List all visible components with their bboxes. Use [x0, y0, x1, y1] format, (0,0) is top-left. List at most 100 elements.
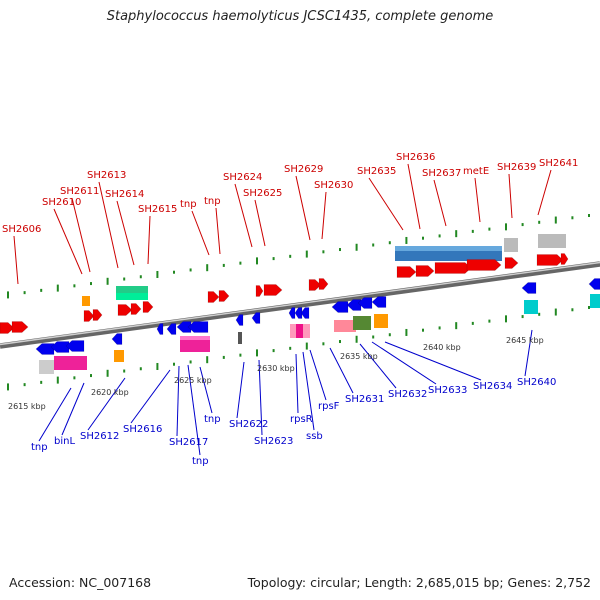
track-tick	[173, 270, 175, 274]
bottom-leader-line	[176, 365, 180, 437]
bottom-leader-line	[384, 341, 482, 381]
feature-bar	[238, 332, 242, 344]
label-leader-lines	[13, 163, 552, 456]
track-tick	[538, 312, 541, 316]
track-tick	[239, 261, 242, 265]
top-gene-label: SH2629	[284, 164, 323, 175]
track-tick	[289, 346, 292, 350]
bottom-leader-line	[130, 369, 171, 424]
feature-bar	[504, 238, 518, 252]
track-tick	[355, 335, 358, 343]
track-tick	[56, 284, 59, 292]
top-gene-label: SH2637	[422, 168, 461, 179]
feature-bar	[82, 296, 90, 306]
bottom-gene-label: SH2640	[517, 377, 556, 388]
kbp-scale-label: 2615 kbp	[8, 402, 46, 411]
track-tick	[189, 268, 192, 272]
bottom-leader-line	[61, 382, 85, 436]
forward-gene-arrow	[130, 303, 142, 315]
bottom-gene-label: SH2616	[123, 424, 162, 435]
reverse-gene-arrow	[111, 333, 123, 345]
kbp-scale-label: 2635 kbp	[340, 352, 378, 361]
bottom-leader-line	[329, 347, 354, 394]
top-leader-line	[508, 173, 513, 219]
bottom-leader-line	[38, 387, 72, 442]
reverse-gene-arrow	[50, 341, 70, 353]
top-leader-line	[433, 179, 447, 227]
forward-gene-arrow	[308, 279, 322, 291]
forward-gene-arrow	[415, 265, 435, 277]
reverse-gene-arrow	[357, 297, 373, 309]
track-tick	[156, 270, 159, 278]
track-tick	[372, 335, 375, 339]
forward-gene-arrow	[536, 254, 564, 266]
track-tick	[388, 333, 391, 337]
track-tick	[588, 306, 590, 310]
feature-bar	[180, 336, 210, 340]
track-tick	[554, 308, 557, 316]
forward-gene-arrow	[396, 266, 417, 278]
forward-gene-arrow	[560, 253, 569, 265]
forward-gene-arrow	[117, 304, 133, 316]
accession-text: Accession: NC_007168	[9, 575, 152, 590]
top-leader-line	[98, 181, 119, 269]
track-tick	[455, 322, 458, 330]
kbp-scale-label: 2645 kbp	[506, 336, 544, 345]
track-tick	[90, 282, 92, 286]
feature-bar	[590, 294, 600, 308]
feature-bar	[180, 338, 210, 352]
bottom-leader-line	[309, 349, 327, 401]
feature-bar	[353, 316, 371, 330]
reverse-gene-arrow	[187, 321, 209, 333]
bottom-gene-label: binL	[54, 436, 75, 447]
track-tick	[7, 291, 9, 299]
track-tick	[305, 342, 308, 350]
track-tick	[355, 243, 358, 251]
bottom-gene-label: SH2612	[80, 431, 119, 442]
bottom-leader-line	[302, 351, 315, 431]
reverse-gene-arrow	[588, 278, 600, 290]
reverse-gene-arrow	[521, 282, 537, 294]
top-gene-label: SH2624	[223, 172, 262, 183]
bottom-gene-label: SH2623	[254, 436, 293, 447]
track-tick	[139, 367, 142, 371]
kbp-scale-label: 2620 kbp	[91, 388, 129, 397]
feature-bars	[39, 234, 600, 374]
kbp-scale-label: 2625 kbp	[174, 376, 212, 385]
track-tick	[222, 355, 225, 359]
track-tick	[488, 227, 491, 231]
forward-gene-arrow	[207, 291, 220, 303]
feature-bar	[116, 286, 148, 294]
top-gene-label: tnp	[180, 199, 197, 210]
top-gene-label: SH2636	[396, 152, 435, 163]
top-leader-line	[295, 175, 311, 241]
track-tick	[173, 362, 175, 366]
bottom-gene-label: rpsF	[318, 401, 340, 412]
top-gene-label: SH2611	[60, 186, 99, 197]
top-leader-line	[537, 169, 552, 216]
top-gene-label: SH2625	[243, 188, 282, 199]
bottom-gene-label: tnp	[204, 414, 221, 425]
track-tick	[505, 223, 507, 231]
bottom-leader-line	[236, 361, 245, 419]
track-tick	[206, 264, 209, 272]
genome-summary-text: Topology: circular; Length: 2,685,015 bp…	[247, 575, 591, 590]
track-tick	[339, 340, 341, 344]
reverse-gene-arrow	[294, 307, 303, 319]
track-tick	[588, 214, 590, 218]
track-tick	[322, 250, 325, 254]
genome-axis-line	[0, 261, 600, 349]
track-tick	[571, 308, 574, 312]
track-tick	[139, 275, 142, 279]
track-tick	[505, 315, 507, 323]
feature-bar	[395, 246, 502, 251]
track-tick	[7, 383, 9, 391]
track-tick	[455, 230, 458, 238]
track-tick	[106, 277, 109, 285]
track-tick	[405, 236, 408, 244]
feature-bar	[334, 320, 356, 332]
forward-gene-arrow	[318, 278, 329, 290]
bottom-leader-line	[199, 366, 213, 414]
top-gene-label: SH2606	[2, 224, 41, 235]
